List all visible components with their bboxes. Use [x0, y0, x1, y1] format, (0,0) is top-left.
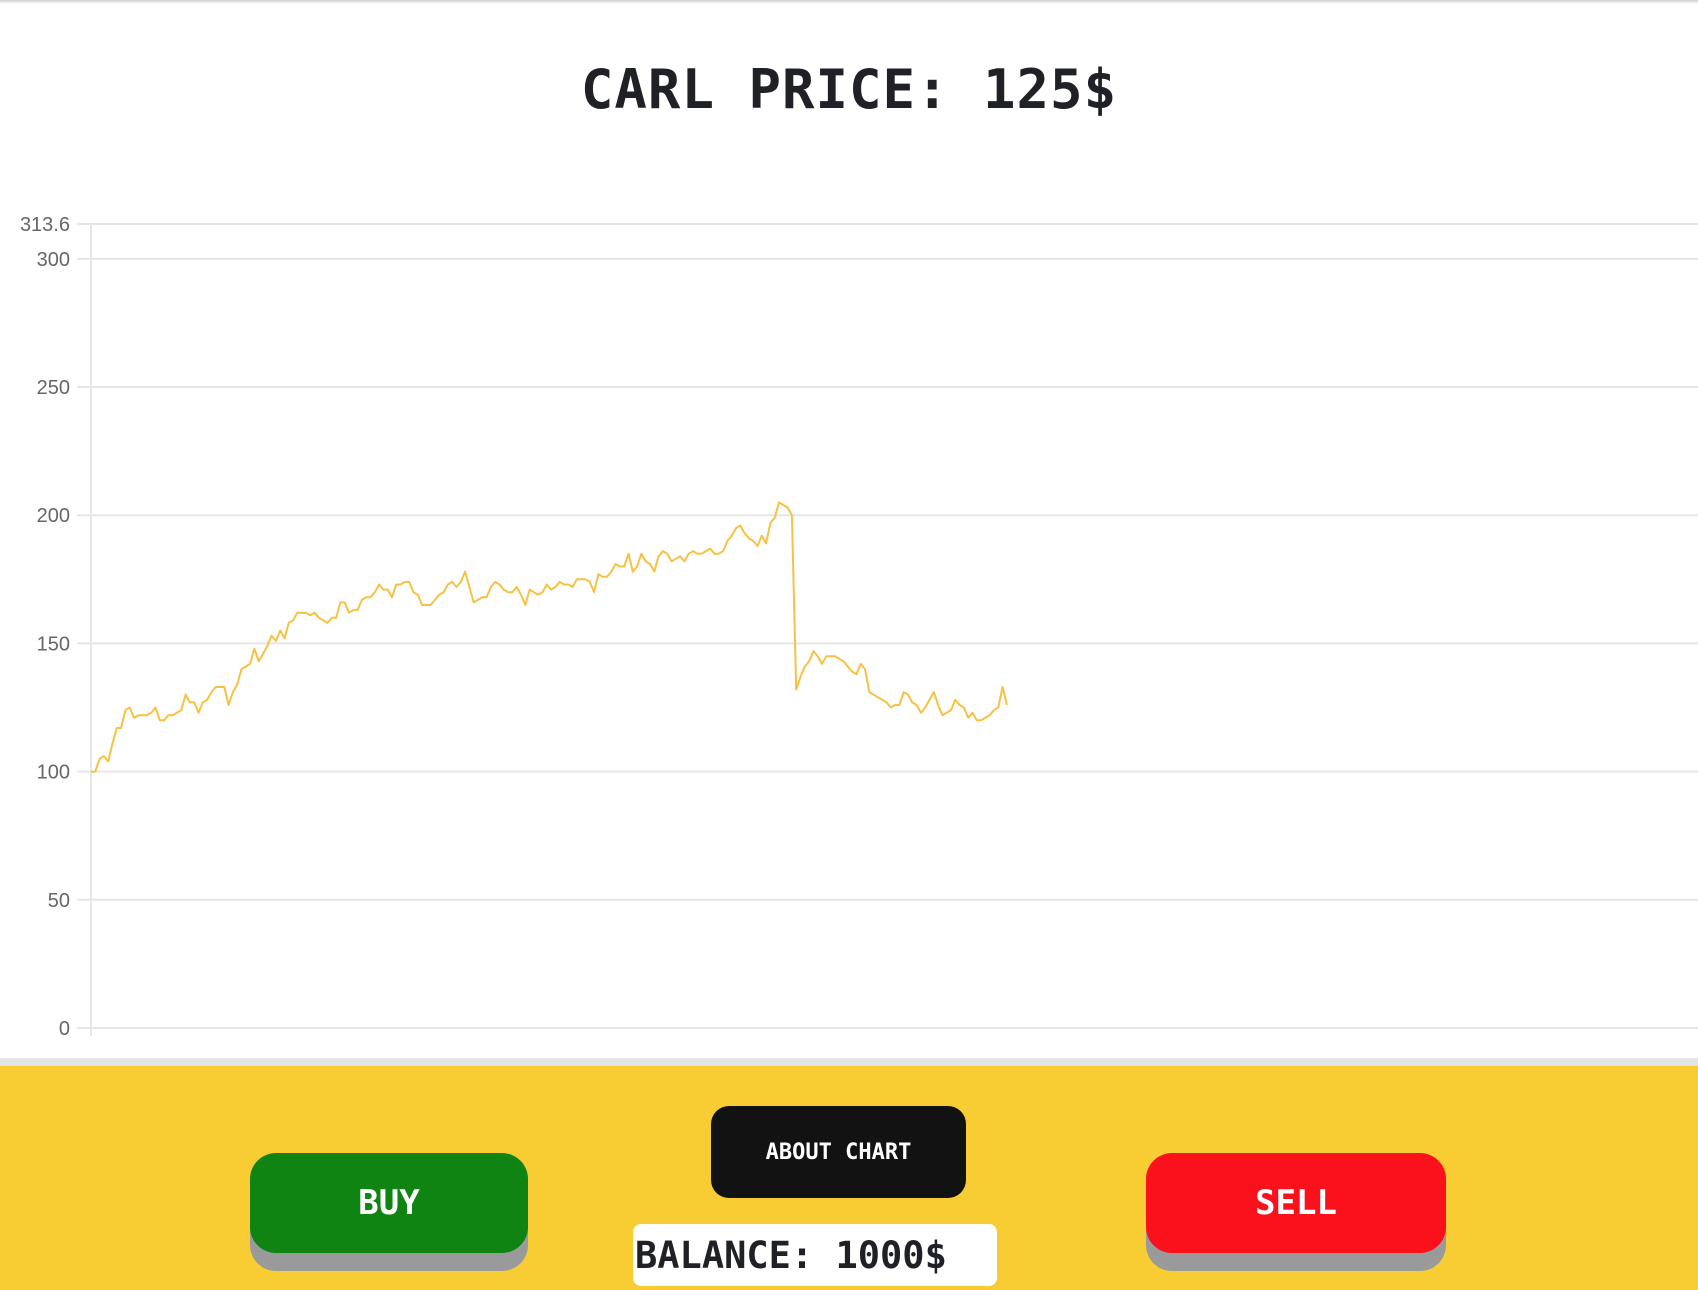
price-chart: 0 50 100 150 200 250 300 313.6	[0, 150, 1698, 1060]
y-tick-label: 100	[37, 762, 70, 784]
price-line	[91, 501, 1008, 773]
top-border	[0, 0, 1698, 4]
y-tick-label: 200	[37, 505, 70, 527]
y-tick-label: 313.6	[20, 214, 70, 236]
y-tick-label: 300	[37, 249, 70, 271]
balance-display: BALANCE: 1000$	[633, 1224, 997, 1286]
y-tick-label: 150	[37, 633, 70, 655]
sell-button[interactable]: SELL	[1146, 1153, 1446, 1253]
y-tick-label: 250	[37, 377, 70, 399]
footer-divider	[0, 1058, 1698, 1066]
y-tick-label: 50	[48, 890, 70, 912]
y-tick-label: 0	[59, 1018, 70, 1040]
price-chart-svg: 0 50 100 150 200 250 300 313.6	[20, 214, 1698, 1040]
buy-button[interactable]: BUY	[250, 1153, 528, 1253]
about-chart-button[interactable]: ABOUT CHART	[711, 1106, 966, 1198]
price-title: CARL PRICE: 125$	[580, 58, 1118, 121]
